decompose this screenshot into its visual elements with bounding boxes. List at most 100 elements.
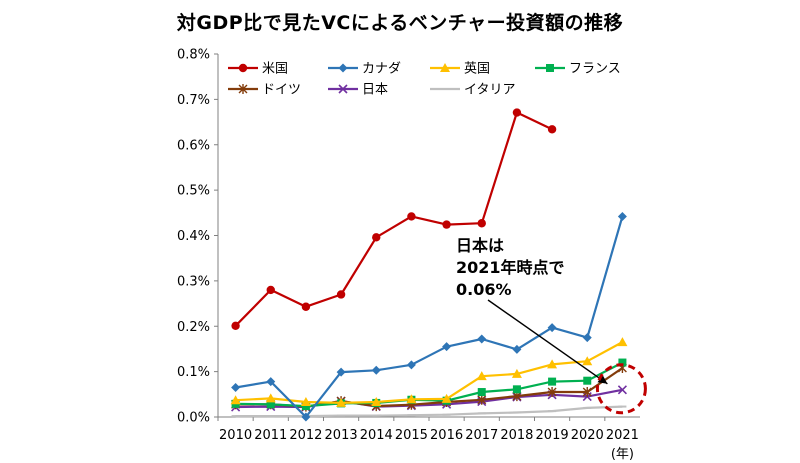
data-point	[266, 377, 276, 387]
data-point	[266, 400, 275, 409]
x-tick-label: 2014	[360, 428, 393, 443]
series-line	[235, 361, 623, 408]
y-tick-label: 0.0%	[177, 411, 210, 426]
annotation-text-line: 0.06%	[456, 280, 512, 299]
data-point	[476, 371, 487, 381]
data-point	[231, 383, 241, 393]
legend-marker	[546, 64, 554, 72]
data-point	[617, 385, 627, 395]
legend-label: イタリア	[464, 83, 515, 98]
data-point	[336, 367, 346, 377]
x-tick-label: 2015	[395, 428, 428, 443]
annotation-text-line: 2021年時点で	[456, 258, 565, 277]
data-point	[301, 402, 310, 411]
data-point	[582, 333, 592, 343]
data-point	[548, 377, 557, 386]
x-tick-label: 2017	[465, 428, 498, 443]
data-point	[372, 233, 381, 242]
data-point	[547, 323, 557, 333]
x-tick-label: 2021	[606, 428, 639, 443]
legend-item: 米国	[228, 62, 288, 77]
data-point	[265, 393, 276, 403]
legend-label: 英国	[464, 62, 490, 77]
x-tick-label: 2018	[500, 428, 533, 443]
x-tick-label: 2011	[254, 428, 287, 443]
legend-item: ドイツ	[228, 83, 301, 98]
legend-marker	[338, 84, 348, 94]
legend-item: イタリア	[430, 83, 515, 98]
data-point	[336, 397, 347, 407]
data-point	[477, 219, 486, 228]
series-line	[235, 341, 623, 404]
annotation-text-line: 日本は	[456, 236, 504, 255]
data-point	[301, 412, 311, 422]
data-point	[477, 394, 487, 405]
y-tick-label: 0.2%	[177, 320, 210, 335]
data-point	[230, 395, 241, 405]
x-tick-label: 2020	[571, 428, 604, 443]
data-point	[511, 368, 522, 378]
chart-title: 対GDP比で見たVCによるベンチャー投資額の推移	[176, 12, 624, 34]
series-layer	[230, 108, 628, 422]
data-point	[512, 108, 522, 117]
data-point	[617, 337, 628, 347]
series-line	[234, 111, 553, 327]
data-point	[547, 125, 557, 134]
y-tick-label: 0.3%	[177, 274, 210, 289]
x-tick-label: 2010	[219, 428, 252, 443]
legend-item: フランス	[535, 62, 621, 77]
series-0	[231, 108, 557, 330]
legend-item: 英国	[430, 62, 490, 77]
data-point	[441, 393, 452, 403]
data-point	[617, 211, 627, 221]
data-point	[442, 342, 452, 352]
y-tick-label: 0.6%	[177, 138, 210, 153]
x-tick-label: 2019	[536, 428, 569, 443]
series-6	[231, 405, 627, 418]
y-tick-label: 0.7%	[177, 93, 210, 108]
legend-marker	[238, 84, 248, 94]
y-tick-label: 0.8%	[177, 48, 210, 63]
data-point	[407, 212, 416, 221]
data-point	[583, 376, 592, 385]
x-tick-label: 2012	[289, 428, 322, 443]
series-line	[235, 216, 624, 419]
series-1	[231, 211, 627, 422]
annotation-arrowhead	[597, 374, 608, 384]
data-point	[442, 220, 451, 229]
legend-marker	[338, 63, 348, 73]
data-point	[547, 387, 557, 398]
data-point	[582, 387, 592, 398]
legend-label: 日本	[362, 83, 388, 98]
legend-label: ドイツ	[262, 83, 301, 98]
data-point	[406, 394, 417, 404]
data-point	[266, 285, 275, 295]
x-tick-label: 2013	[325, 428, 358, 443]
data-point	[336, 290, 346, 299]
data-point	[512, 344, 522, 354]
data-point	[406, 360, 416, 370]
legend-label: 米国	[262, 62, 288, 77]
y-tick-label: 0.1%	[177, 365, 210, 380]
x-tick-label: 2016	[430, 428, 463, 443]
highlight-circle	[595, 363, 647, 415]
data-point	[477, 388, 486, 397]
x-axis-unit: (年)	[611, 447, 634, 462]
data-point	[301, 302, 311, 311]
data-point	[477, 334, 487, 344]
axes: 0.0% 0.1% 0.2% 0.3% 0.4% 0.5% 0.6% 0.7% 0.8% 2010…	[177, 48, 640, 462]
data-point	[512, 385, 521, 394]
annotation: 日本は 2021年時点で 0.06%	[456, 236, 647, 415]
annotation-arrow	[487, 299, 608, 385]
legend-item: カナダ	[328, 62, 401, 77]
data-point	[618, 358, 627, 367]
y-tick-label: 0.4%	[177, 229, 210, 244]
legend-item: 日本	[328, 83, 388, 98]
series-line	[235, 405, 623, 418]
series-2	[230, 337, 628, 407]
data-point	[300, 397, 311, 407]
data-point	[231, 321, 240, 330]
legend-marker	[440, 63, 450, 72]
